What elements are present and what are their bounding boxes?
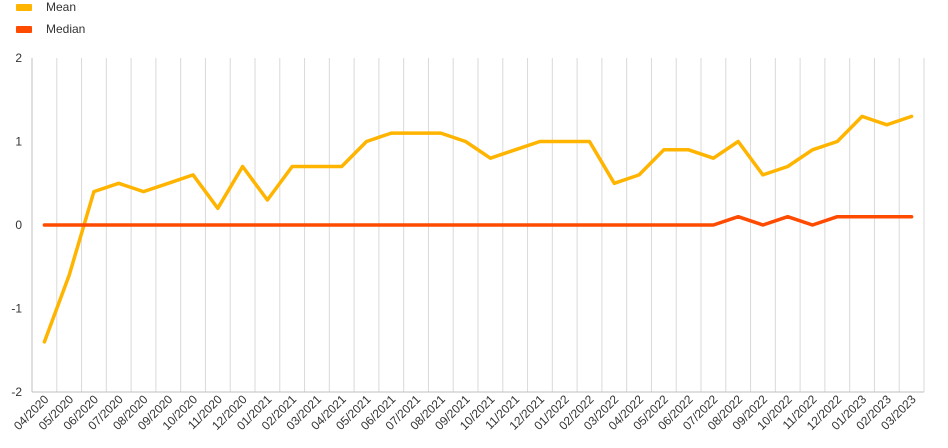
series-line-mean (42, 114, 914, 344)
y-tick-label: -1 (11, 302, 22, 316)
y-tick-label: 1 (15, 135, 22, 149)
y-axis-ticks: -2 -1 0 1 2 (11, 51, 22, 399)
y-tick-label: 0 (15, 218, 22, 232)
axes (31, 58, 924, 393)
legend-swatch-median (16, 26, 32, 33)
y-tick-label: 2 (15, 51, 22, 65)
series-line-median (42, 214, 914, 227)
series-lines (42, 114, 914, 344)
legend-label-median: Median (46, 22, 86, 36)
legend-swatch-mean (16, 4, 32, 11)
y-tick-label: -2 (11, 385, 22, 399)
x-axis-ticks: 04/202005/202006/202007/202008/202009/20… (11, 392, 919, 433)
legend-label-mean: Mean (46, 0, 77, 14)
